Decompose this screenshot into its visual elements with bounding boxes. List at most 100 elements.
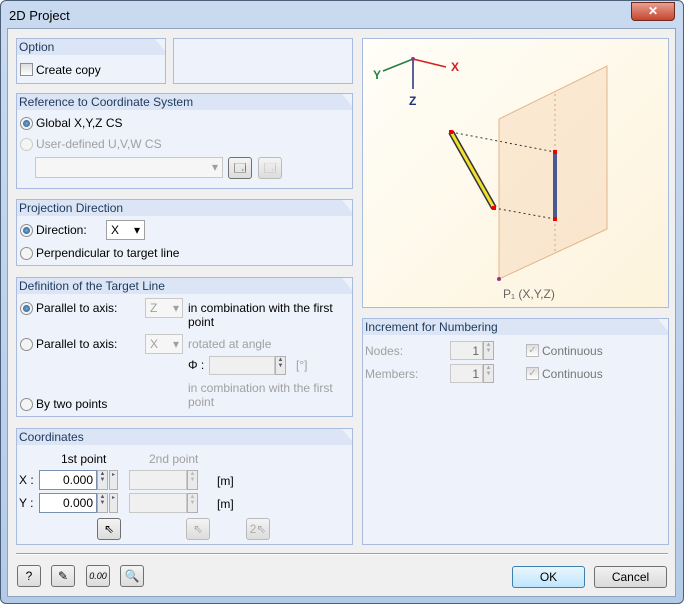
close-button[interactable]: ✕: [631, 2, 675, 21]
second-point-header: 2nd point: [149, 452, 199, 466]
edit-window-icon: 🗔: [263, 161, 277, 175]
create-copy-label: Create copy: [36, 63, 101, 77]
new-window-icon: 🗔: [233, 161, 247, 175]
target-line-header: Definition of the Target Line: [17, 278, 352, 294]
pick-cursor-icon: ⇖: [192, 522, 204, 536]
y-first-pick-arrow[interactable]: ▸: [109, 493, 118, 513]
pick-first-point-button[interactable]: ⇖: [97, 518, 121, 540]
parallel-axis-2-radio[interactable]: [20, 338, 33, 351]
direction-radio[interactable]: [20, 224, 33, 237]
empty-panel: [173, 38, 353, 84]
y-second-point-input[interactable]: [129, 493, 187, 513]
view-button[interactable]: 🔍: [120, 565, 144, 587]
chevron-down-icon: ▾: [133, 223, 140, 237]
y-unit: [m]: [217, 497, 234, 511]
footer-divider: [16, 553, 668, 555]
point-label: P₁ (X,Y,Z): [503, 287, 555, 301]
pick-two-points-button[interactable]: 2⇖: [246, 518, 270, 540]
preview-image: X Y Z P₁ (X,Y,Z): [362, 38, 669, 308]
nodes-continuous-checkbox[interactable]: ✓: [526, 344, 539, 357]
members-spinner[interactable]: ▲ ▼: [483, 364, 494, 383]
parallel-axis-1-label: Parallel to axis:: [36, 301, 118, 315]
members-continuous-label: Continuous: [542, 367, 603, 381]
chevron-down-icon: ▾: [172, 337, 179, 351]
dialog-title: 2D Project: [9, 8, 70, 23]
y-label: Y :: [19, 496, 34, 510]
cancel-button[interactable]: Cancel: [594, 566, 667, 588]
help-icon: ?: [25, 569, 33, 583]
phi-label: Φ :: [188, 358, 205, 372]
increment-group: Increment for Numbering Nodes: 1 ▲ ▼ ✓ Co…: [362, 318, 669, 545]
combination-label: in combination with the first point: [188, 381, 333, 409]
y-second-spinner[interactable]: ▲ ▼: [187, 493, 198, 513]
y-first-point-input[interactable]: 0.000: [39, 493, 97, 513]
reference-header: Reference to Coordinate System: [17, 94, 352, 110]
x-axis-arrow: [412, 58, 447, 68]
direction-label: Direction:: [36, 223, 87, 237]
direction-select[interactable]: X ▾: [106, 220, 145, 240]
perpendicular-label: Perpendicular to target line: [36, 246, 180, 260]
increment-header: Increment for Numbering: [363, 319, 668, 335]
members-input[interactable]: 1: [450, 364, 483, 383]
x-second-spinner[interactable]: ▲ ▼: [187, 470, 198, 490]
y-first-spinner[interactable]: ▲ ▼: [97, 493, 108, 513]
coordinates-header: Coordinates: [17, 429, 352, 445]
pick-two-points-icon: 2⇖: [249, 522, 267, 536]
members-continuous-checkbox[interactable]: ✓: [526, 367, 539, 380]
cs-select[interactable]: ▾: [35, 157, 223, 178]
members-label: Members:: [365, 367, 419, 381]
units-button[interactable]: 0.00: [86, 565, 110, 587]
edit-button[interactable]: ✎: [51, 565, 75, 587]
option-header: Option: [17, 39, 165, 55]
x-unit: [m]: [217, 474, 234, 488]
user-defined-cs-radio[interactable]: [20, 138, 33, 151]
parallel-axis-1-radio[interactable]: [20, 302, 33, 315]
projection-header: Projection Direction: [17, 200, 352, 216]
parallel-axis-1-suffix: in combination with the first point: [188, 301, 333, 329]
reference-group: Reference to Coordinate System Global X,…: [16, 93, 353, 189]
ok-button[interactable]: OK: [512, 566, 585, 588]
chevron-down-icon: ▾: [172, 301, 179, 315]
x-first-point-input[interactable]: 0.000: [39, 470, 97, 490]
projection-group: Projection Direction Direction: X ▾ Perpe…: [16, 199, 353, 266]
parallel-axis-1-value: Z: [150, 301, 158, 315]
x-second-point-input[interactable]: [129, 470, 187, 490]
help-button[interactable]: ?: [17, 565, 41, 587]
x-first-spinner[interactable]: ▲ ▼: [97, 470, 108, 490]
decimal-units-icon: 0.00: [89, 571, 107, 581]
two-points-label: By two points: [36, 397, 108, 411]
axis-y-label: Y: [373, 68, 382, 82]
direction-value: X: [111, 223, 120, 237]
nodes-spinner[interactable]: ▲ ▼: [483, 341, 494, 360]
new-cs-button[interactable]: 🗔: [228, 157, 252, 179]
x-label: X :: [19, 473, 34, 487]
axis-z-label: Z: [409, 94, 417, 108]
phi-spinner[interactable]: ▲ ▼: [275, 356, 286, 375]
y-axis-arrow: [382, 58, 414, 72]
user-defined-cs-label: User-defined U,V,W CS: [36, 137, 162, 151]
edit-note-icon: ✎: [57, 569, 69, 583]
global-cs-radio[interactable]: [20, 117, 33, 130]
phi-input[interactable]: [209, 356, 275, 375]
perpendicular-radio[interactable]: [20, 247, 33, 260]
parallel-axis-2-value: X: [150, 337, 159, 351]
magnifier-icon: 🔍: [124, 569, 140, 583]
parallel-axis-2-select[interactable]: X ▾: [145, 334, 183, 354]
create-copy-checkbox[interactable]: [20, 63, 33, 76]
axis-x-label: X: [451, 60, 460, 74]
two-points-radio[interactable]: [20, 398, 33, 411]
chevron-down-icon: ▾: [211, 160, 218, 174]
nodes-label: Nodes:: [365, 344, 404, 358]
phi-unit: [°]: [296, 358, 308, 372]
global-cs-label: Global X,Y,Z CS: [36, 116, 123, 130]
pick-cursor-icon: ⇖: [103, 522, 115, 536]
nodes-continuous-label: Continuous: [542, 344, 603, 358]
coordinates-group: Coordinates 1st point 2nd point X : 0.00…: [16, 428, 353, 545]
edit-cs-button[interactable]: 🗔: [258, 157, 282, 179]
parallel-axis-1-select[interactable]: Z ▾: [145, 298, 183, 318]
target-line-group: Definition of the Target Line Parallel t…: [16, 277, 353, 417]
pick-second-point-button[interactable]: ⇖: [186, 518, 210, 540]
x-first-pick-arrow[interactable]: ▸: [109, 470, 118, 490]
option-group: Option Create copy: [16, 38, 166, 84]
nodes-input[interactable]: 1: [450, 341, 483, 360]
